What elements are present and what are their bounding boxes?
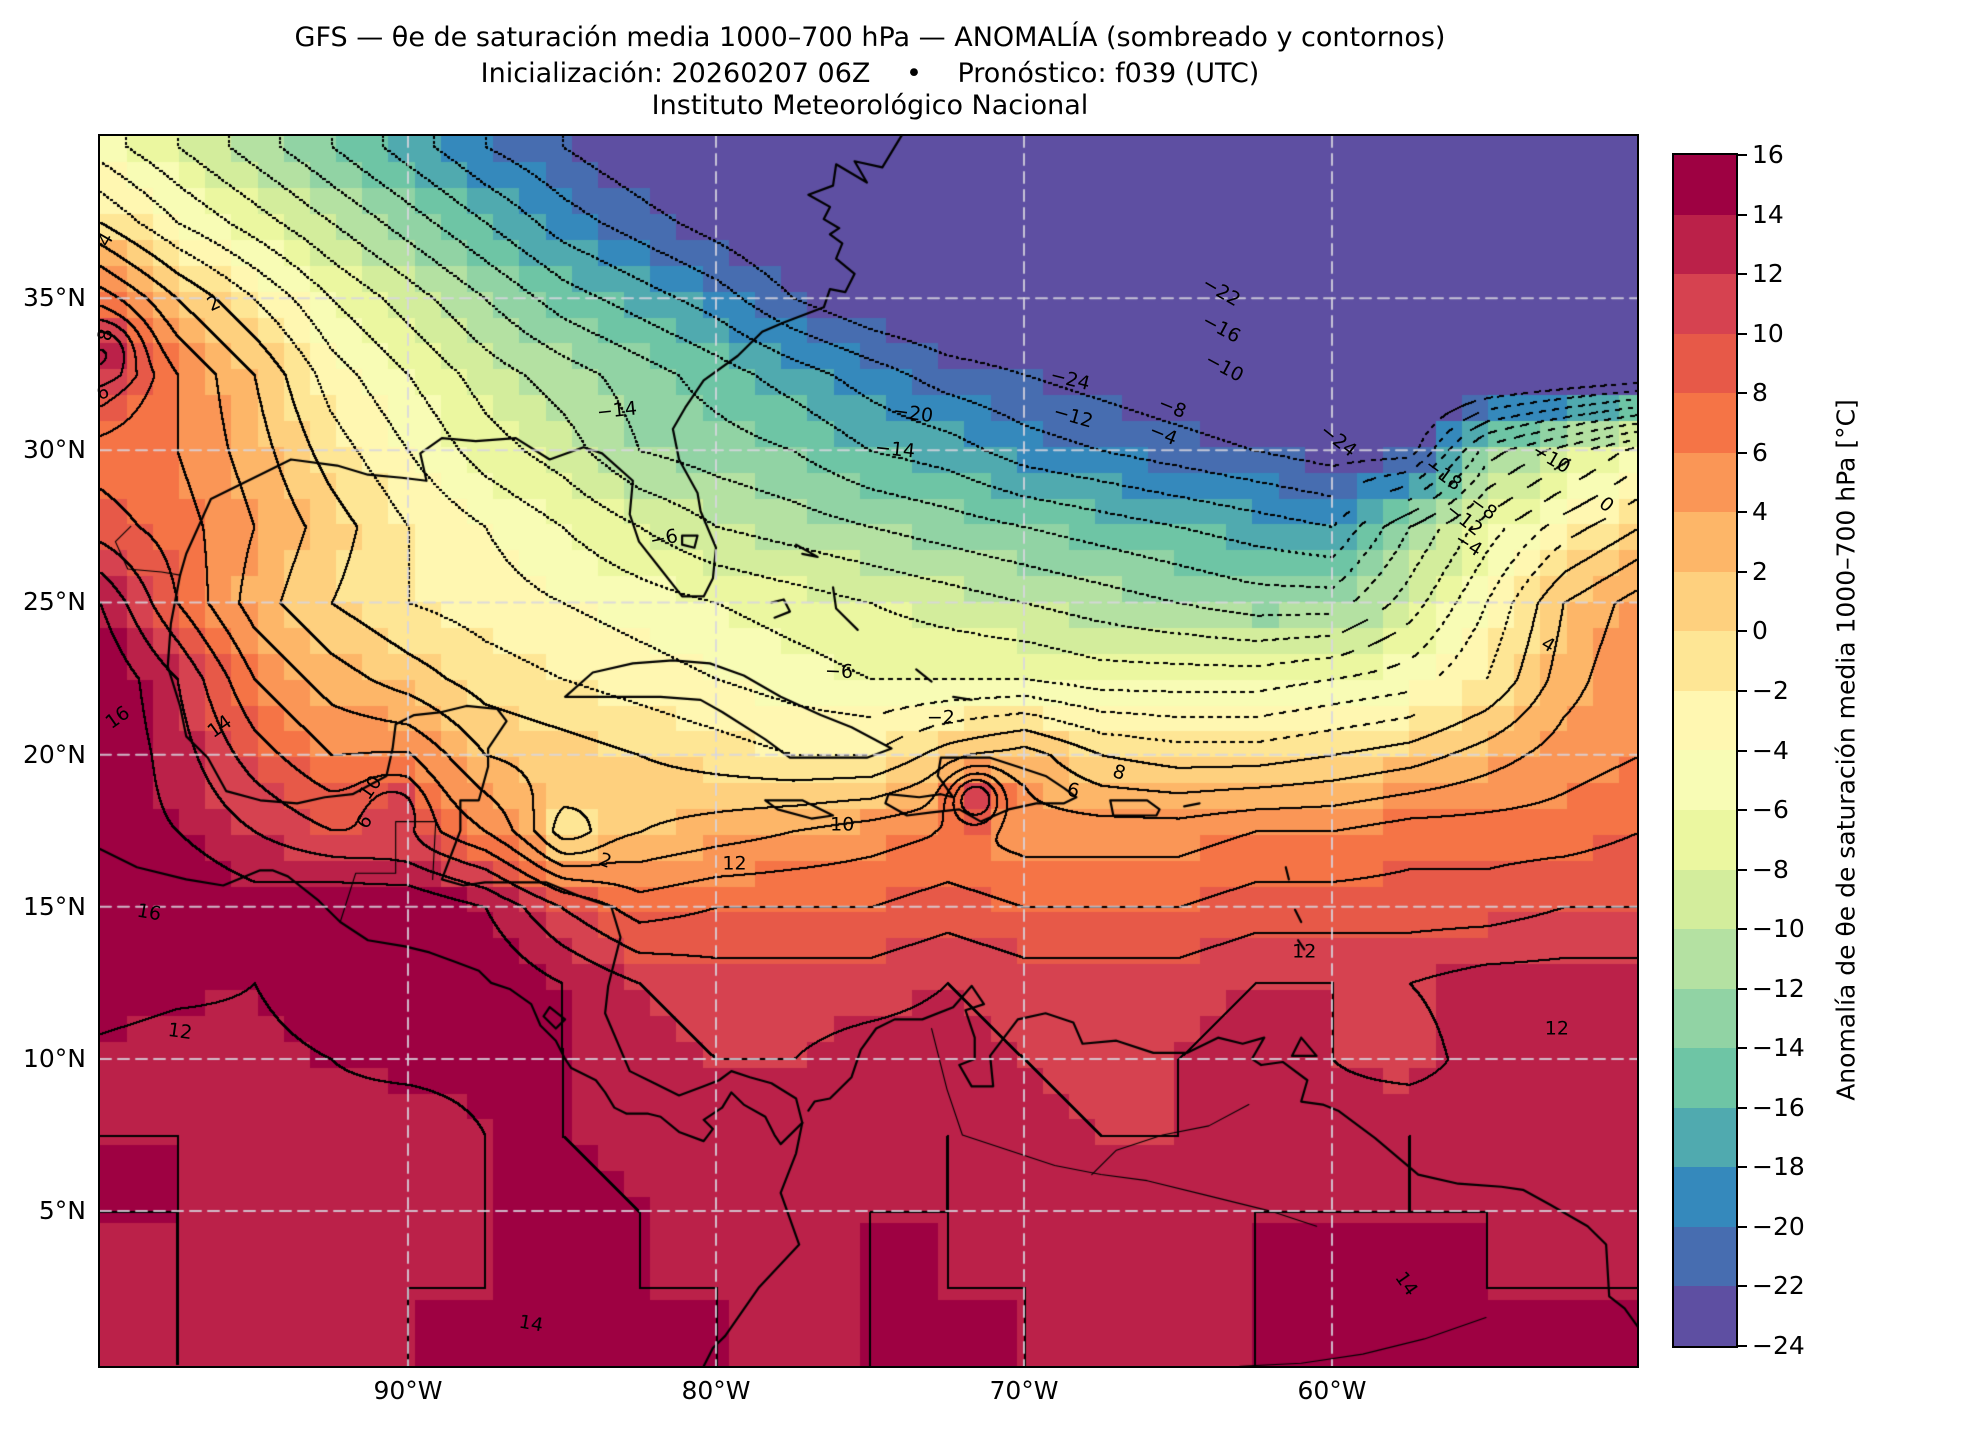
colorbar-segment [1674, 810, 1736, 870]
colorbar-tick-label: 10 [1752, 318, 1784, 348]
colorbar-tick-label: 6 [1752, 437, 1768, 467]
colorbar-tick-label: −6 [1752, 795, 1789, 825]
colorbar-tick-label: −4 [1752, 735, 1789, 765]
colorbar-segment [1674, 155, 1736, 215]
colorbar [1672, 153, 1738, 1348]
contour-inline-label: 12 [166, 1018, 194, 1044]
colorbar-segment [1674, 571, 1736, 632]
chart-title: GFS — θe de saturación media 1000–700 hP… [294, 22, 1446, 53]
lat-tick-label: 10°N [22, 1043, 86, 1073]
colorbar-segment [1674, 333, 1736, 394]
colorbar-tick-label: −10 [1752, 914, 1805, 944]
colorbar-tick-label: 4 [1752, 497, 1768, 527]
lon-tick-label: 60°W [1297, 1376, 1367, 1405]
colorbar-tick-label: −24 [1752, 1331, 1805, 1360]
contour-inline-label: 12 [722, 852, 747, 875]
colorbar-segment [1674, 631, 1736, 691]
colorbar-segment [1674, 452, 1736, 513]
colorbar-tick-label: −8 [1752, 854, 1789, 884]
lon-tick-label: 70°W [989, 1376, 1059, 1405]
colorbar-tick-label: −2 [1752, 675, 1789, 705]
lat-tick-label: 5°N [38, 1196, 86, 1226]
colorbar-tick-label: −16 [1752, 1092, 1805, 1122]
contour-inline-label: −6 [647, 524, 680, 552]
contour-inline-label: −14 [873, 436, 916, 463]
lat-tick-label: 30°N [22, 435, 86, 465]
colorbar-tick-mark [1738, 1285, 1747, 1288]
colorbar-segment [1674, 214, 1736, 275]
colorbar-segment [1674, 1286, 1736, 1346]
chart-subtitle-init-forecast: Inicialización: 20260207 06Z • Pronóstic… [480, 58, 1260, 89]
colorbar-segment [1674, 1226, 1736, 1287]
contour-map-canvas [99, 135, 1637, 1366]
contour-inline-label: −2 [926, 706, 955, 729]
lat-tick-label: 20°N [22, 739, 86, 769]
colorbar-tick-label: 0 [1752, 616, 1768, 646]
colorbar-tick-mark [1738, 1345, 1747, 1347]
colorbar-tick-mark [1738, 213, 1747, 216]
colorbar-tick-mark [1738, 451, 1747, 454]
colorbar-tick-mark [1738, 570, 1747, 573]
contour-inline-label: −6 [824, 660, 854, 684]
colorbar-segment [1674, 512, 1736, 572]
colorbar-segment [1674, 750, 1736, 811]
colorbar-tick-mark [1738, 1225, 1747, 1228]
colorbar-tick-label: 12 [1752, 259, 1784, 289]
colorbar-tick-mark [1738, 928, 1747, 931]
lat-tick-label: 15°N [22, 891, 86, 921]
colorbar-segment [1674, 274, 1736, 334]
contour-inline-label: 12 [1544, 1017, 1569, 1039]
colorbar-tick-label: −22 [1752, 1271, 1805, 1301]
colorbar-tick-label: 2 [1752, 556, 1768, 586]
colorbar-tick-mark [1738, 689, 1747, 692]
colorbar-tick-mark [1738, 392, 1747, 395]
colorbar-segment [1674, 988, 1736, 1049]
colorbar-tick-mark [1738, 1047, 1747, 1050]
colorbar-tick-label: 8 [1752, 378, 1768, 408]
lon-tick-label: 80°W [681, 1376, 751, 1405]
colorbar-tick-label: −12 [1752, 973, 1805, 1003]
colorbar-segment [1674, 1107, 1736, 1168]
contour-inline-label: 14 [517, 1310, 546, 1337]
colorbar-segment [1674, 929, 1736, 989]
colorbar-tick-mark [1738, 809, 1747, 812]
colorbar-tick-mark [1738, 332, 1747, 335]
lat-tick-label: 35°N [22, 283, 86, 313]
colorbar-segment [1674, 1048, 1736, 1108]
colorbar-tick-label: −18 [1752, 1152, 1805, 1182]
colorbar-tick-mark [1738, 1106, 1747, 1109]
colorbar-segment [1674, 393, 1736, 453]
colorbar-tick-mark [1738, 868, 1747, 871]
colorbar-tick-label: −20 [1752, 1211, 1805, 1241]
colorbar-tick-mark [1738, 630, 1747, 633]
colorbar-tick-mark [1738, 273, 1747, 276]
colorbar-tick-label: 14 [1752, 199, 1784, 229]
colorbar-segment [1674, 1167, 1736, 1227]
chart-subtitle-institution: Instituto Meteorológico Nacional [651, 90, 1089, 121]
colorbar-segment [1674, 690, 1736, 751]
colorbar-tick-label: 16 [1752, 140, 1784, 169]
contour-inline-label: 12 [1292, 940, 1317, 963]
colorbar-tick-mark [1738, 749, 1747, 752]
lon-tick-label: 90°W [373, 1376, 443, 1405]
colorbar-tick-mark [1738, 154, 1747, 156]
contour-inline-label: 10 [830, 813, 855, 836]
map-plot-area [97, 133, 1639, 1368]
lat-tick-label: 25°N [22, 587, 86, 617]
colorbar-tick-mark [1738, 511, 1747, 514]
colorbar-axis-label: Anomalía de θe de saturación media 1000–… [1831, 399, 1861, 1101]
contour-inline-label: −20 [891, 399, 935, 428]
colorbar-segment [1674, 869, 1736, 930]
colorbar-tick-mark [1738, 1166, 1747, 1169]
contour-inline-label: −14 [596, 397, 639, 424]
colorbar-tick-label: −14 [1752, 1033, 1805, 1063]
colorbar-tick-mark [1738, 987, 1747, 990]
contour-inline-label: 16 [135, 899, 164, 926]
contour-inline-label: 8 [93, 326, 118, 343]
